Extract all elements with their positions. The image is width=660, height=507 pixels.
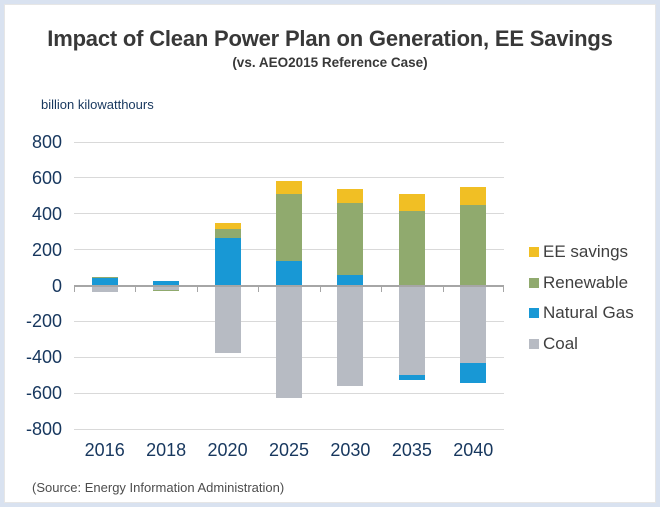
legend-item-natural-gas: Natural Gas bbox=[529, 298, 634, 329]
bar-2030-ee-savings bbox=[337, 189, 364, 204]
source-note: (Source: Energy Information Administrati… bbox=[32, 480, 285, 495]
bar-2018-natural-gas bbox=[153, 281, 180, 286]
legend-swatch-renewable bbox=[529, 277, 539, 288]
bar-2030-coal bbox=[337, 285, 364, 386]
bar-2020-natural-gas bbox=[214, 237, 241, 286]
bar-2035-ee-savings bbox=[398, 193, 425, 212]
legend-swatch-natural-gas bbox=[529, 308, 539, 319]
axis-tick bbox=[74, 286, 75, 292]
legend-item-renewable: Renewable bbox=[529, 268, 634, 299]
bar-2016-coal bbox=[91, 285, 118, 292]
bar-2040-coal bbox=[460, 285, 487, 363]
y-tick-label: -800 bbox=[25, 419, 62, 439]
axis-tick bbox=[381, 286, 383, 292]
legend-swatch-ee-savings bbox=[529, 247, 539, 258]
y-tick-label: 0 bbox=[51, 275, 62, 296]
bar-2020-ee-savings bbox=[214, 222, 241, 229]
x-tick-label-2025: 2025 bbox=[268, 440, 310, 460]
page-subtitle: (vs. AEO2015 Reference Case) bbox=[232, 55, 428, 70]
x-tick-label-2018: 2018 bbox=[146, 440, 187, 460]
y-tick-label: 800 bbox=[31, 132, 62, 152]
axis-tick bbox=[319, 286, 321, 292]
bar-2016-renewable bbox=[91, 276, 118, 279]
bar-2035-natural-gas bbox=[398, 375, 425, 381]
plot-area bbox=[74, 141, 504, 430]
bar-2025-ee-savings bbox=[276, 181, 302, 194]
y-tick-label: -400 bbox=[25, 347, 62, 368]
bar-2040-renewable bbox=[460, 204, 487, 286]
x-tick-label-2020: 2020 bbox=[207, 440, 248, 460]
bar-2018-renewable bbox=[153, 289, 180, 292]
axis-tick bbox=[258, 286, 260, 292]
axis-tick bbox=[442, 286, 444, 292]
x-tick-label-2040: 2040 bbox=[453, 440, 494, 460]
legend-label: Renewable bbox=[543, 272, 629, 292]
y-tick-label: 400 bbox=[31, 203, 62, 224]
bar-2040-natural-gas bbox=[460, 362, 487, 384]
bar-2040-ee-savings bbox=[460, 186, 487, 205]
legend: EE savings Renewable Natural Gas Coal bbox=[529, 237, 634, 359]
axis-tick bbox=[135, 286, 137, 292]
bar-2025-renewable bbox=[276, 194, 302, 262]
legend-label: Coal bbox=[543, 333, 578, 353]
axis-tick bbox=[196, 286, 198, 292]
y-axis-unit-label: billion kilowatthours bbox=[41, 97, 154, 112]
legend-label: Natural Gas bbox=[543, 303, 634, 323]
y-tick-label: -600 bbox=[25, 383, 62, 404]
legend-item-coal: Coal bbox=[529, 329, 634, 360]
gridline-600 bbox=[74, 177, 504, 179]
legend-item-ee-savings: EE savings bbox=[529, 237, 634, 268]
bar-2030-renewable bbox=[337, 203, 364, 275]
gridline--800 bbox=[74, 428, 504, 430]
x-tick-label-2030: 2030 bbox=[330, 440, 371, 460]
zero-axis-line bbox=[74, 284, 504, 287]
bar-2020-renewable bbox=[214, 228, 241, 238]
legend-label: EE savings bbox=[543, 242, 629, 262]
bar-2035-coal bbox=[398, 285, 425, 376]
bar-2035-renewable bbox=[398, 211, 425, 286]
x-tick-label-2035: 2035 bbox=[391, 440, 432, 460]
y-tick-label: -200 bbox=[25, 311, 62, 332]
bar-2016-natural-gas bbox=[91, 278, 118, 286]
gridline-800 bbox=[74, 141, 504, 143]
y-tick-label: 600 bbox=[31, 167, 62, 188]
bar-2025-coal bbox=[276, 285, 302, 398]
bar-2030-natural-gas bbox=[337, 274, 364, 286]
page-title: Impact of Clean Power Plan on Generation… bbox=[47, 26, 613, 51]
bar-2018-coal bbox=[153, 285, 180, 290]
bar-2025-natural-gas bbox=[276, 261, 302, 286]
bar-2020-coal bbox=[214, 285, 241, 353]
axis-tick bbox=[503, 286, 504, 292]
legend-swatch-coal bbox=[529, 338, 539, 349]
x-tick-label-2016: 2016 bbox=[84, 440, 125, 460]
y-tick-label: 200 bbox=[31, 239, 62, 260]
